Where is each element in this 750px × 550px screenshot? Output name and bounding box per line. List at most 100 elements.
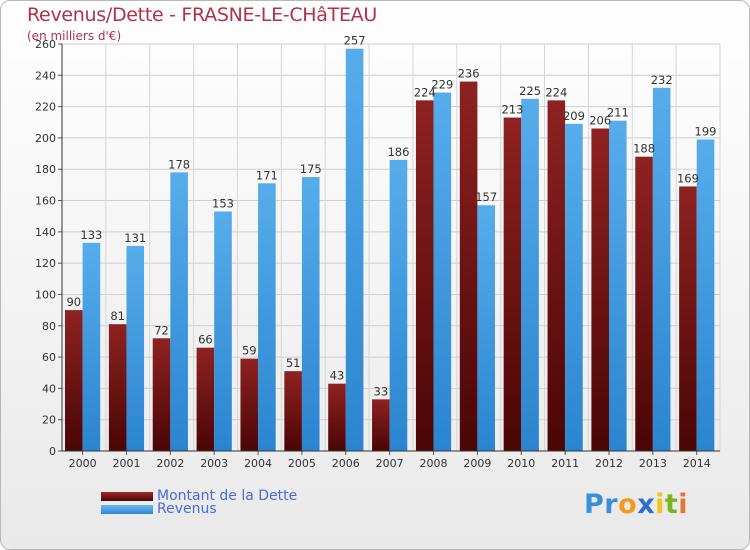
x-tick-label: 2014 xyxy=(683,457,711,470)
y-tick-label: 0 xyxy=(49,445,56,458)
bar-debt xyxy=(679,186,697,451)
bar-debt xyxy=(415,100,434,451)
logo-letter: r xyxy=(604,489,619,520)
y-tick-label: 160 xyxy=(35,195,56,208)
bar-revenue xyxy=(433,92,452,452)
data-label-revenue: 131 xyxy=(124,231,146,245)
x-tick-label: 2011 xyxy=(551,457,579,470)
data-label-revenue: 175 xyxy=(300,162,322,176)
data-label-debt: 224 xyxy=(545,85,567,99)
y-tick-label: 80 xyxy=(42,320,56,333)
y-tick-label: 240 xyxy=(35,69,56,82)
x-tick-label: 2010 xyxy=(507,457,535,470)
y-tick-label: 200 xyxy=(35,132,56,145)
y-tick-label: 180 xyxy=(35,163,56,176)
bar-debt xyxy=(591,128,609,451)
data-label-revenue: 225 xyxy=(519,84,541,98)
data-label-revenue: 178 xyxy=(168,157,190,171)
logo-letter: i xyxy=(678,489,689,520)
bar-revenue xyxy=(652,87,671,451)
logo-letter: i xyxy=(655,489,665,520)
bar-debt xyxy=(284,371,302,451)
data-label-debt: 51 xyxy=(286,356,301,370)
data-label-debt: 188 xyxy=(633,142,655,156)
data-label-debt: 43 xyxy=(330,369,345,383)
y-tick-label: 100 xyxy=(35,288,56,301)
data-label-revenue: 186 xyxy=(387,145,409,159)
bar-revenue xyxy=(696,139,715,451)
bar-revenue xyxy=(521,98,539,452)
data-label-revenue: 199 xyxy=(695,124,717,138)
bar-revenue xyxy=(389,159,408,452)
data-label-revenue: 229 xyxy=(431,78,453,92)
bar-debt xyxy=(635,156,653,451)
data-label-revenue: 211 xyxy=(607,106,629,120)
logo-letter: o xyxy=(618,489,638,520)
legend-label-revenue: Revenus xyxy=(157,501,217,517)
legend-label-debt: Montant de la Dette xyxy=(157,488,298,504)
x-tick-label: 2000 xyxy=(69,457,97,470)
y-tick-label: 140 xyxy=(35,226,56,239)
chart-subtitle: (en milliers d'€) xyxy=(27,29,122,43)
bar-debt xyxy=(240,358,259,451)
logo-letter: x xyxy=(637,489,656,520)
x-tick-label: 2005 xyxy=(288,457,316,470)
x-tick-label: 2012 xyxy=(595,457,623,470)
legend-swatch-revenue xyxy=(101,505,153,514)
proxiti-logo: Proxiti xyxy=(584,489,688,520)
bar-debt xyxy=(196,347,215,451)
data-label-revenue: 232 xyxy=(651,73,673,87)
bar-revenue xyxy=(477,205,495,451)
x-tick-label: 2002 xyxy=(156,457,184,470)
data-label-debt: 224 xyxy=(414,85,436,99)
data-label-revenue: 133 xyxy=(80,228,102,242)
x-tick-label: 2009 xyxy=(463,457,491,470)
y-tick-label: 120 xyxy=(35,257,56,270)
x-tick-label: 2007 xyxy=(376,457,404,470)
x-tick-label: 2004 xyxy=(244,457,272,470)
x-tick-label: 2001 xyxy=(112,457,140,470)
data-label-debt: 59 xyxy=(242,344,257,358)
labels: 0 20 40 60 80 100 120 140 160 180 200 220 240 260 90 13… xyxy=(35,34,717,470)
bar-revenue xyxy=(565,123,583,451)
bar-revenue xyxy=(214,211,232,451)
data-label-debt: 169 xyxy=(677,171,699,185)
data-label-debt: 90 xyxy=(66,295,81,309)
y-tick-label: 60 xyxy=(42,351,56,364)
bar-debt xyxy=(65,310,83,451)
bar-debt xyxy=(547,100,566,451)
logo-letter: P xyxy=(584,489,605,520)
data-label-revenue: 153 xyxy=(212,196,234,210)
data-label-debt: 72 xyxy=(154,323,169,337)
bar-debt xyxy=(503,117,522,452)
logo-letter: t xyxy=(664,489,679,520)
y-tick-label: 220 xyxy=(35,101,56,114)
bar-revenue xyxy=(170,172,188,451)
x-tick-label: 2013 xyxy=(639,457,667,470)
y-tick-label: 20 xyxy=(42,414,56,427)
y-tick-label: 260 xyxy=(35,38,56,51)
y-tick-label: 40 xyxy=(42,382,56,395)
data-label-debt: 236 xyxy=(458,67,480,81)
bar-revenue xyxy=(82,242,101,451)
data-label-revenue: 157 xyxy=(475,190,497,204)
legend-swatch-debt xyxy=(101,492,153,501)
bars xyxy=(65,48,715,452)
x-tick-label: 2006 xyxy=(332,457,360,470)
bar-debt xyxy=(108,324,127,451)
data-label-revenue: 257 xyxy=(344,34,366,48)
bar-revenue xyxy=(345,48,364,451)
axes xyxy=(58,43,720,455)
bar-debt xyxy=(328,383,346,451)
data-label-debt: 81 xyxy=(110,309,125,323)
data-label-revenue: 209 xyxy=(563,109,585,123)
data-label-debt: 213 xyxy=(501,103,523,117)
data-label-debt: 66 xyxy=(198,333,213,347)
bar-debt xyxy=(372,399,390,451)
bar-debt xyxy=(459,81,478,452)
bar-debt xyxy=(152,338,171,451)
chart-title: Revenus/Dette - FRASNE-LE-CHâTEAU xyxy=(27,4,377,26)
bar-revenue xyxy=(301,177,320,452)
